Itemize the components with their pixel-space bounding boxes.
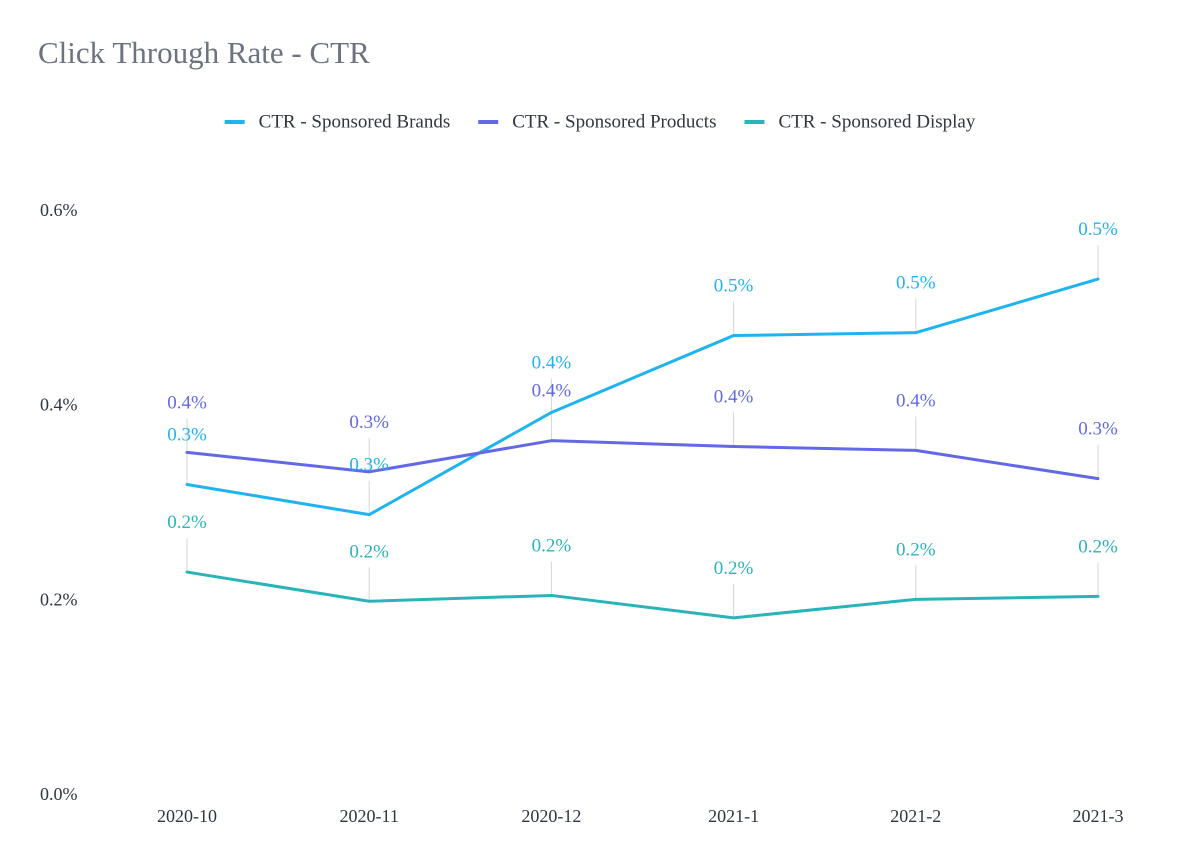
data-point[interactable] [728,441,740,453]
x-tick-label: 2020-12 [521,806,581,826]
data-label: 0.5% [1078,219,1118,240]
legend-item-ctr-sponsored-brands[interactable]: CTR - Sponsored Brands [224,111,451,132]
data-label: 0.2% [1078,536,1118,557]
x-axis: 2020-10 2020-11 2020-12 2021-1 2021-2 2021-3 [157,806,1124,826]
data-label: 0.2% [714,558,754,579]
data-label: 0.2% [349,541,389,562]
series-lines [181,273,1104,624]
data-label: 0.5% [714,276,754,297]
data-point[interactable] [363,509,375,521]
y-tick-label: 0.4% [40,395,78,415]
data-label: 0.3% [1078,419,1118,440]
data-point[interactable] [545,589,557,601]
data-label: 0.2% [896,539,936,560]
data-label: 0.4% [167,392,207,413]
data-point[interactable] [910,593,922,605]
y-tick-label: 0.2% [40,589,78,609]
data-label: 0.4% [532,352,572,373]
data-point[interactable] [910,444,922,456]
data-point[interactable] [728,612,740,624]
data-label: 0.2% [167,512,207,533]
legend-item-ctr-sponsored-products[interactable]: CTR - Sponsored Products [478,111,716,132]
y-tick-label: 0.0% [40,784,78,804]
data-label: 0.5% [896,273,936,294]
data-label: 0.2% [532,535,572,556]
data-label: 0.3% [167,424,207,445]
data-point[interactable] [728,330,740,342]
x-tick-label: 2020-11 [340,806,399,826]
data-point[interactable] [545,406,557,418]
data-point[interactable] [363,595,375,607]
data-point[interactable] [1092,473,1104,485]
x-tick-label: 2021-3 [1073,806,1124,826]
data-point[interactable] [1092,273,1104,285]
legend-label: CTR - Sponsored Display [778,111,975,132]
chart-legend: CTR - Sponsored Brands CTR - Sponsored Pr… [224,111,976,132]
data-label: 0.4% [896,390,936,411]
x-tick-label: 2021-1 [708,806,759,826]
data-label: 0.3% [349,455,389,476]
series-line-ctr-sponsored-products[interactable] [185,439,1100,481]
y-axis: 0.0% 0.2% 0.4% 0.6% [40,200,78,804]
data-point[interactable] [181,478,193,490]
x-tick-label: 2020-10 [157,806,217,826]
legend-label: CTR - Sponsored Brands [259,111,451,132]
data-point[interactable] [910,327,922,339]
data-labels: 0.3% 0.3% 0.4% 0.5% 0.5% 0.5% 0.4% 0.3% 0.4% 0.4%… [167,219,1118,579]
data-label: 0.4% [714,387,754,408]
series-line-ctr-sponsored-brands[interactable] [185,277,1100,517]
legend-item-ctr-sponsored-display[interactable]: CTR - Sponsored Display [744,111,976,132]
data-point[interactable] [1092,590,1104,602]
chart-title: Click Through Rate - CTR [38,35,370,70]
y-tick-label: 0.6% [40,200,78,220]
x-tick-label: 2021-2 [890,806,941,826]
series-line-ctr-sponsored-display[interactable] [185,570,1100,620]
data-point[interactable] [181,566,193,578]
legend-label: CTR - Sponsored Products [512,111,716,132]
data-point[interactable] [181,446,193,458]
data-point[interactable] [545,435,557,447]
label-leader-lines [186,245,1099,618]
data-label: 0.3% [349,412,389,433]
data-label: 0.4% [532,381,572,402]
